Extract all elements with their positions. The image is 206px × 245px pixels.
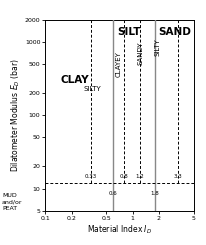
X-axis label: Material Index $I_D$: Material Index $I_D$ <box>87 223 152 236</box>
Text: 0.8: 0.8 <box>120 174 129 179</box>
Text: SAND: SAND <box>158 27 191 37</box>
Text: CLAY: CLAY <box>60 75 89 85</box>
Text: SILTY: SILTY <box>154 38 160 56</box>
Text: 3.3: 3.3 <box>173 174 182 179</box>
Text: SILT: SILT <box>117 27 140 37</box>
Text: 0.6: 0.6 <box>109 191 118 196</box>
Text: SANDY: SANDY <box>137 41 143 65</box>
Text: 0.33: 0.33 <box>84 174 97 179</box>
Text: 1.2: 1.2 <box>135 174 144 179</box>
Text: 1.8: 1.8 <box>151 191 159 196</box>
Text: SILTY: SILTY <box>83 86 101 92</box>
Y-axis label: Dilatometer Modulus $E_D$ (bar): Dilatometer Modulus $E_D$ (bar) <box>9 58 22 172</box>
Text: MUD
and/or
PEAT: MUD and/or PEAT <box>2 193 23 211</box>
Text: CLAYEY: CLAYEY <box>115 51 121 77</box>
